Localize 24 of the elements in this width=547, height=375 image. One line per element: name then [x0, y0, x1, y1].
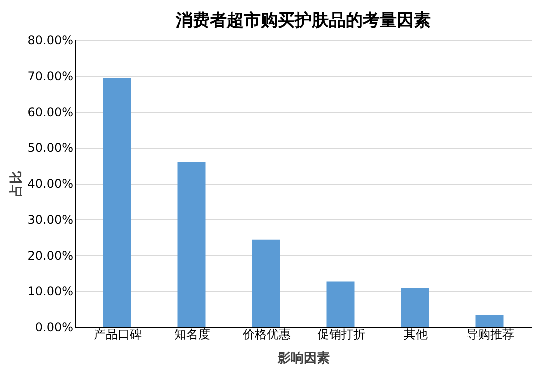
bar: [476, 316, 504, 327]
bar: [401, 288, 430, 327]
y-tick-label: 70.00%: [28, 69, 74, 84]
x-tick-label: 价格优惠: [242, 328, 291, 342]
y-tick-label: 10.00%: [28, 284, 74, 299]
x-tick-label: 知名度: [174, 328, 210, 342]
x-axis-title: 影响因素: [277, 350, 330, 366]
bar: [326, 282, 355, 327]
y-tick-label: 40.00%: [28, 177, 74, 191]
x-tick-label: 产品口碑: [94, 328, 142, 342]
bar: [252, 240, 280, 327]
y-tick-label: 0.00%: [35, 320, 74, 334]
bar: [103, 78, 132, 327]
chart-title: 消费者超市购买护肤品的考量因素: [175, 11, 431, 31]
x-tick-label: 促销打折: [317, 328, 366, 342]
x-tick-label: 导购推荐: [466, 328, 514, 342]
y-tick-label: 80.00%: [28, 34, 74, 48]
y-tick-label: 20.00%: [28, 248, 74, 263]
y-tick-label: 50.00%: [28, 141, 74, 156]
x-tick-label: 其他: [404, 328, 428, 342]
bar: [178, 162, 206, 327]
y-axis-title: 占比: [10, 171, 25, 197]
y-tick-label: 30.00%: [28, 212, 74, 227]
y-tick-label: 60.00%: [28, 105, 74, 120]
